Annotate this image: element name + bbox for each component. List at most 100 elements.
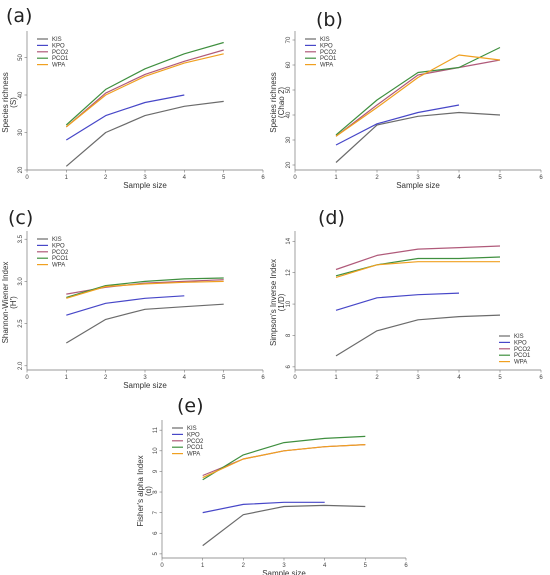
y-tick-label: 6 — [153, 531, 159, 535]
x-axis-title: Sample size — [123, 181, 167, 190]
legend-entry: KIS — [187, 426, 197, 432]
y-tick-label: 6 — [286, 365, 292, 369]
legend-entry: KPO — [52, 243, 65, 249]
x-tick-label: 6 — [261, 175, 265, 181]
x-tick-label: 3 — [416, 175, 420, 181]
x-tick-label: 4 — [183, 375, 187, 381]
panel-label: (c) — [8, 207, 33, 229]
y-tick-label: 9 — [153, 469, 159, 473]
y-tick-label: 8 — [153, 490, 159, 494]
x-tick-label: 0 — [293, 375, 297, 381]
x-tick-label: 3 — [143, 375, 147, 381]
legend-entry: PCO1 — [187, 445, 204, 451]
x-tick-label: 2 — [242, 563, 246, 569]
y-tick-label: 3.0 — [18, 277, 24, 286]
legend-entry: KPO — [187, 432, 200, 438]
x-axis-title: Sample size — [123, 381, 167, 390]
legend-entry: PCO1 — [52, 56, 69, 62]
series-line-kpo — [335, 292, 460, 311]
x-tick-label: 2 — [104, 175, 108, 181]
x-tick-label: 1 — [65, 375, 69, 381]
y-axis-title: Shannon-Wiener Index — [1, 262, 10, 344]
series-line-kpo — [202, 501, 325, 514]
x-tick-label: 4 — [457, 175, 461, 181]
series-line-kpo — [66, 295, 185, 316]
y-tick-label: 60 — [286, 61, 292, 68]
y-axis-title: (S) — [9, 97, 18, 108]
x-tick-label: 3 — [416, 375, 420, 381]
series-line-kis — [202, 504, 366, 547]
y-tick-label: 70 — [286, 36, 292, 43]
series-line-wpa — [202, 444, 366, 479]
y-tick-label: 30 — [18, 129, 24, 136]
x-tick-label: 6 — [261, 375, 265, 381]
series-line-pco1 — [66, 277, 224, 298]
series-line-pco2 — [65, 49, 224, 128]
x-tick-label: 5 — [364, 563, 368, 569]
series-line-wpa — [335, 54, 501, 137]
x-tick-label: 2 — [375, 375, 379, 381]
y-axis-title: (Chao 2) — [277, 87, 286, 118]
legend-entry: KPO — [320, 43, 333, 49]
y-tick-label: 40 — [18, 91, 24, 98]
y-axis-title: Species richness — [269, 72, 278, 132]
y-tick-label: 40 — [286, 111, 292, 118]
y-tick-label: 8 — [286, 333, 292, 337]
x-tick-label: 3 — [282, 563, 286, 569]
series-line-kis — [65, 303, 224, 344]
y-tick-label: 2.5 — [18, 319, 24, 328]
x-tick-label: 6 — [539, 375, 543, 381]
x-tick-label: 5 — [498, 375, 502, 381]
y-tick-label: 14 — [286, 237, 292, 244]
legend-entry: PCO2 — [52, 250, 69, 256]
series-line-wpa — [65, 53, 224, 128]
x-tick-label: 1 — [201, 563, 205, 569]
x-tick-label: 3 — [143, 175, 147, 181]
legend-entry: PCO1 — [514, 353, 531, 359]
y-axis-title: Simpson's Inverse Index — [269, 259, 278, 346]
panel-label: (a) — [6, 5, 32, 27]
y-tick-label: 20 — [18, 166, 24, 173]
legend-entry: PCO2 — [514, 347, 531, 353]
y-tick-label: 10 — [286, 300, 292, 307]
series-line-pco2 — [335, 245, 501, 271]
x-tick-label: 1 — [65, 175, 69, 181]
legend-entry: WPA — [320, 63, 333, 69]
series-line-pco1 — [335, 256, 501, 277]
y-tick-label: 20 — [286, 161, 292, 168]
legend-entry: WPA — [514, 360, 527, 366]
chart-panel-3: (c) 0 1 2 3 4 5 6 2.0 2.5 3.0 3.5 Sample size Shannon… — [1, 207, 265, 390]
y-tick-label: 30 — [286, 136, 292, 143]
legend-entry: KIS — [514, 334, 524, 340]
x-tick-label: 1 — [334, 375, 338, 381]
series-line-wpa — [66, 280, 224, 299]
y-axis-title: (1/D) — [277, 293, 286, 311]
y-tick-label: 7 — [153, 510, 159, 514]
y-tick-label: 12 — [286, 269, 292, 276]
x-tick-label: 4 — [457, 375, 461, 381]
x-tick-label: 4 — [183, 175, 187, 181]
x-tick-label: 4 — [323, 563, 327, 569]
series-line-kpo — [335, 104, 460, 146]
x-tick-label: 6 — [539, 175, 543, 181]
legend-entry: PCO2 — [187, 439, 204, 445]
x-axis-title: Sample size — [396, 181, 440, 190]
y-axis-title: (α) — [144, 486, 153, 496]
series-line-kpo — [65, 94, 185, 141]
x-tick-label: 2 — [104, 375, 108, 381]
panel-label: (e) — [177, 395, 204, 417]
legend-entry: PCO1 — [320, 56, 337, 62]
x-tick-label: 0 — [160, 563, 164, 569]
legend-entry: KPO — [52, 43, 65, 49]
y-tick-label: 5 — [153, 552, 159, 556]
y-axis-title: Fisher's alpha Index — [136, 455, 145, 526]
legend-entry: PCO2 — [320, 50, 337, 56]
chart-panel-2: (b) 0 1 2 3 4 5 6 20 30 40 50 60 70 Sample size Species… — [269, 9, 543, 190]
series-line-pco2 — [335, 59, 501, 137]
series-line-pco1 — [335, 46, 501, 136]
